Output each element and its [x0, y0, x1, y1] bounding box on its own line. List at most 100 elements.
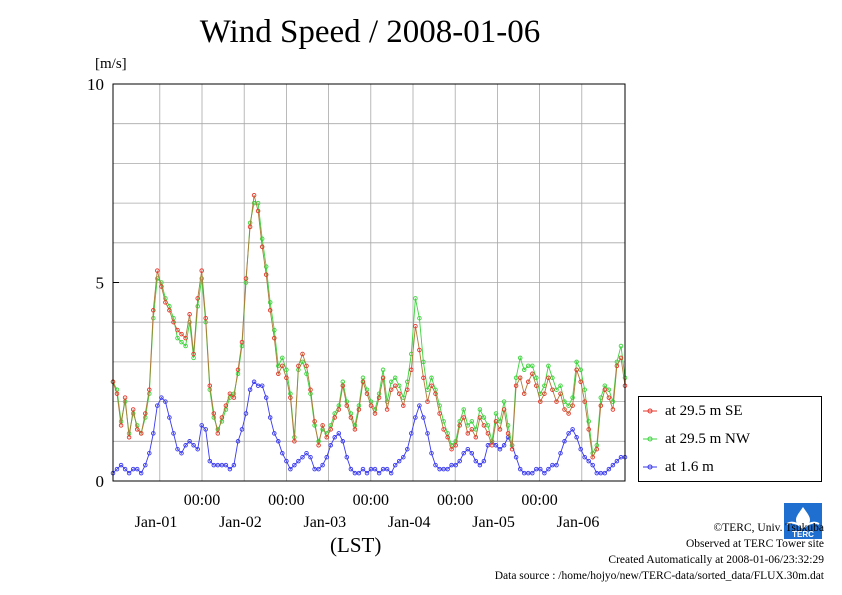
data-point [167, 308, 172, 313]
data-point [276, 439, 281, 444]
legend-label-se: at 29.5 m SE [665, 402, 743, 419]
data-point [251, 192, 257, 198]
data-point [255, 208, 261, 214]
data-point [183, 443, 188, 448]
data-point [413, 415, 418, 420]
data-point [538, 466, 543, 472]
legend-item-low: at 1.6 m [643, 456, 714, 478]
data-point [469, 419, 475, 424]
data-point [288, 466, 293, 472]
data-point [554, 462, 559, 468]
y-tick-label: 5 [96, 274, 105, 293]
data-point [558, 450, 563, 456]
data-point [151, 308, 156, 313]
data-point [340, 439, 346, 444]
data-point [469, 450, 475, 456]
data-point [159, 395, 164, 400]
data-point [614, 363, 620, 369]
data-point [267, 308, 273, 313]
data-point [429, 383, 434, 388]
data-point [328, 427, 333, 432]
data-point [598, 403, 604, 408]
data-point [380, 367, 386, 373]
data-point [207, 383, 213, 388]
data-point [485, 431, 491, 436]
data-point [280, 355, 285, 361]
data-point [469, 427, 475, 432]
data-point [187, 312, 192, 317]
data-point [493, 411, 499, 416]
data-point [546, 363, 551, 369]
data-point [122, 466, 128, 472]
data-point [505, 423, 511, 428]
data-point [546, 375, 551, 381]
data-point [501, 443, 507, 448]
data-point [130, 407, 136, 412]
data-point [461, 450, 466, 456]
data-point [332, 415, 337, 420]
data-point [171, 319, 176, 325]
data-point [336, 431, 342, 436]
data-point [396, 391, 402, 396]
data-point [445, 466, 450, 472]
data-point [534, 375, 539, 381]
data-point [243, 411, 249, 416]
data-point [360, 379, 366, 385]
x-day-label: Jan-03 [303, 514, 346, 531]
data-point [344, 454, 350, 460]
data-point [477, 415, 483, 420]
data-point [312, 419, 317, 424]
data-point [126, 470, 132, 476]
data-point [449, 462, 454, 468]
data-point [481, 423, 487, 428]
data-point [292, 462, 297, 468]
data-point [356, 407, 362, 412]
data-point [392, 375, 398, 381]
chart-title: Wind Speed / 2008-01-06 [199, 14, 541, 50]
data-point [332, 435, 337, 440]
data-point [320, 423, 325, 428]
data-point [368, 403, 374, 408]
data-point [570, 403, 575, 408]
data-point [223, 462, 229, 468]
data-point [126, 435, 132, 440]
data-point [328, 443, 333, 448]
data-point [122, 395, 128, 400]
data-point [191, 443, 196, 448]
data-point [259, 244, 265, 250]
data-point [433, 462, 438, 468]
legend-item-se: at 29.5 m SE [643, 400, 743, 422]
data-point [276, 371, 281, 377]
data-point [534, 383, 539, 388]
data-point [550, 462, 555, 468]
data-point [187, 319, 192, 325]
data-point [421, 375, 426, 381]
data-point [602, 387, 608, 392]
data-point [465, 431, 471, 436]
data-point [195, 446, 200, 452]
data-point [413, 323, 418, 329]
data-point [401, 403, 406, 408]
data-point [517, 375, 523, 381]
data-point [497, 446, 503, 452]
data-point [570, 395, 575, 400]
grid [113, 84, 625, 481]
data-point [574, 359, 579, 365]
data-point [179, 339, 184, 345]
data-point [344, 403, 350, 408]
data-point [272, 431, 277, 436]
axis-labels: 0 5 10 Jan-01 Jan-02 Jan-03 Jan-04 Jan-05 Jan-06… [87, 75, 599, 531]
data-point [147, 387, 152, 392]
data-point [143, 462, 148, 468]
data-point [199, 268, 204, 273]
data-point [300, 454, 305, 460]
data-point [199, 423, 204, 428]
data-point [586, 419, 591, 424]
data-point [614, 458, 620, 464]
data-point [231, 462, 237, 468]
data-point [417, 403, 422, 408]
data-point [304, 371, 309, 377]
data-point [392, 383, 398, 388]
data-point [376, 470, 382, 476]
data-point [574, 435, 579, 440]
